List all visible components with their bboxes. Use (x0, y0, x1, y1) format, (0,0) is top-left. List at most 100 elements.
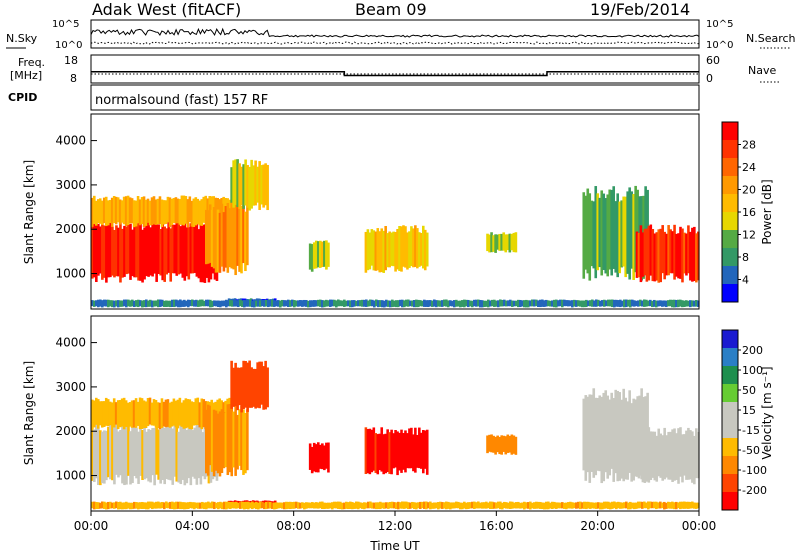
velocity-colorbar-swatch (722, 438, 738, 457)
velocity-echo-cell (535, 501, 538, 509)
velocity-echo-cell (361, 502, 364, 509)
power-echo-cell (111, 226, 114, 276)
velocity-echo-cell (577, 501, 580, 509)
power-echo-cell (141, 300, 144, 308)
power-echo-cell (162, 200, 166, 225)
power-echo-cell (125, 299, 128, 308)
velocity-echo-cell (173, 502, 176, 510)
velocity-echo-cell (265, 501, 268, 510)
power-echo-cell (169, 300, 172, 308)
velocity-echo-cell (236, 414, 239, 470)
velocity-echo-cell (529, 501, 532, 510)
power-echo-cell (141, 229, 144, 283)
power-echo-cell (393, 300, 396, 307)
power-echo-cell (567, 300, 570, 307)
velocity-echo-cell (541, 502, 544, 510)
power-echo-cell (663, 231, 666, 280)
velocity-echo-cell (615, 502, 618, 510)
velocity-echo-cell (92, 400, 96, 428)
velocity-echo-cell (183, 426, 187, 486)
power-echo-cell (539, 299, 542, 308)
power-echo-cell (629, 299, 632, 308)
power-echo-cell (119, 220, 122, 283)
power-echo-cell (214, 201, 218, 273)
velocity-echo-cell (337, 501, 340, 509)
velocity-echo-cell (634, 399, 637, 477)
power-echo-cell (316, 241, 320, 268)
velocity-echo-cell (687, 427, 690, 480)
velocity-echo-cell (388, 432, 391, 474)
power-echo-cell (255, 300, 258, 307)
velocity-echo-cell (321, 443, 324, 470)
power-echo-cell (129, 223, 132, 280)
velocity-echo-cell (628, 390, 631, 473)
freq-tick-bottom: 8 (70, 72, 77, 85)
power-echo-cell (144, 199, 148, 226)
power-echo-cell (133, 224, 136, 278)
velocity-echo-cell (490, 434, 493, 453)
velocity-echo-cell (224, 412, 228, 468)
power-echo-cell (246, 201, 249, 266)
velocity-echo-cell (471, 501, 474, 509)
power-echo-cell (265, 299, 268, 307)
velocity-echo-cell (209, 502, 212, 509)
velocity-echo-cell (305, 502, 308, 509)
velocity-ytick-label: 2000 (55, 424, 86, 438)
power-echo-cell (584, 195, 588, 270)
power-echo-cell (537, 300, 540, 308)
velocity-echo-cell (614, 389, 617, 474)
velocity-echo-cell (91, 399, 94, 429)
power-echo-cell (167, 220, 171, 273)
velocity-echo-cell (194, 398, 198, 426)
velocity-echo-cell (492, 435, 495, 453)
velocity-echo-cell (327, 502, 330, 509)
power-echo-cell (202, 196, 206, 223)
power-echo-cell (519, 299, 522, 308)
power-echo-cell (499, 299, 502, 307)
power-echo-cell (183, 219, 187, 281)
power-echo-cell (515, 300, 518, 307)
power-echo-cell (323, 300, 326, 308)
velocity-echo-cell (370, 429, 374, 473)
power-echo-cell (151, 219, 154, 277)
power-echo-cell (421, 225, 425, 269)
velocity-echo-cell (241, 501, 244, 509)
velocity-echo-cell (406, 433, 409, 469)
power-echo-cell (675, 299, 678, 308)
velocity-echo-cell (675, 501, 678, 510)
power-echo-cell (109, 300, 112, 307)
velocity-echo-cell (114, 402, 118, 425)
velocity-echo-cell (616, 390, 619, 482)
velocity-echo-cell (661, 502, 664, 509)
velocity-echo-cell (99, 430, 102, 486)
velocity-echo-cell (590, 394, 594, 472)
velocity-echo-cell (113, 421, 116, 485)
power-colorbar-label: 24 (742, 161, 756, 174)
velocity-echo-cell (303, 502, 306, 510)
velocity-echo-cell (463, 501, 466, 509)
power-echo-cell (99, 299, 102, 307)
velocity-echo-cell (287, 501, 290, 509)
power-echo-cell (234, 159, 237, 205)
velocity-echo-cell (392, 433, 395, 469)
power-echo-cell (179, 226, 183, 274)
velocity-echo-cell (543, 502, 546, 510)
velocity-echo-cell (323, 502, 326, 510)
velocity-echo-cell (126, 402, 130, 428)
power-echo-cell (400, 226, 403, 272)
freq-label-line2: [MHz] (10, 69, 42, 82)
time-axis-label: Time UT (369, 539, 420, 553)
velocity-echo-cell (349, 501, 352, 509)
power-echo-cell (517, 299, 520, 308)
velocity-echo-cell (159, 429, 162, 484)
power-echo-cell (543, 300, 546, 307)
velocity-echo-cell (255, 501, 258, 510)
time-tick-label: 00:00 (682, 519, 717, 533)
velocity-echo-cell (559, 502, 562, 509)
power-echo-cell (321, 241, 324, 268)
power-echo-cell (103, 299, 106, 307)
velocity-echo-cell (433, 502, 436, 509)
velocity-echo-cell (147, 501, 150, 510)
power-echo-cell (327, 300, 330, 307)
velocity-echo-cell (127, 425, 130, 476)
